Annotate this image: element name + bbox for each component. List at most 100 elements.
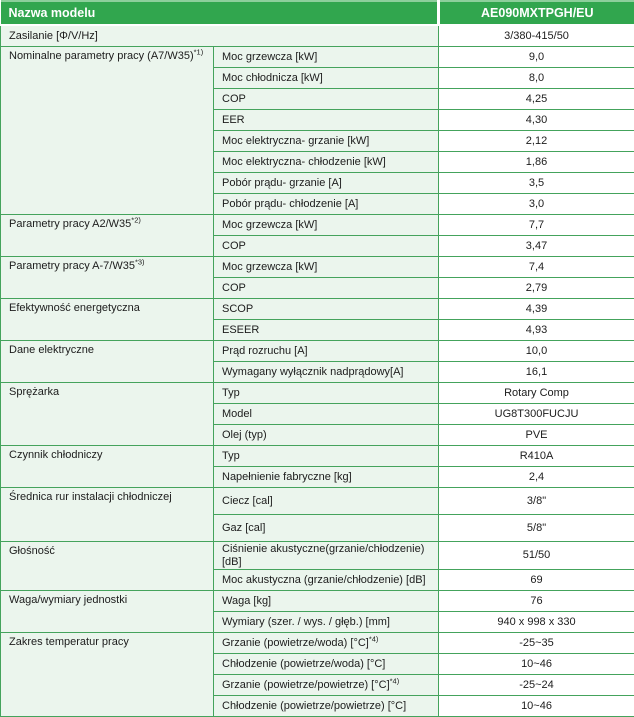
parameter-value-cell: 8,0 <box>439 68 634 89</box>
parameter-value-cell: -25~24 <box>439 675 634 696</box>
table-row: Parametry pracy A2/W35*2)Moc grzewcza [k… <box>1 215 634 236</box>
model-name-header: Nazwa modelu <box>1 1 439 25</box>
parameter-label: EER <box>222 114 245 126</box>
parameter-label-cell: Moc elektryczna- chłodzenie [kW] <box>214 152 439 173</box>
parameter-label-cell: Chłodzenie (powietrze/powietrze) [°C] <box>214 696 439 717</box>
group-label-cell: Średnica rur instalacji chłodniczej <box>1 488 214 542</box>
footnote-marker: *4) <box>390 676 400 685</box>
parameter-label-cell: Moc chłodnicza [kW] <box>214 68 439 89</box>
parameter-label: Moc grzewcza [kW] <box>222 219 317 231</box>
parameter-label: COP <box>222 93 246 105</box>
parameter-label: Moc akustyczna (grzanie/chłodzenie) [dB] <box>222 574 426 586</box>
parameter-value-cell: 2,12 <box>439 131 634 152</box>
parameter-label-cell: Moc elektryczna- grzanie [kW] <box>214 131 439 152</box>
parameter-value-cell: 4,30 <box>439 110 634 131</box>
table-row: Czynnik chłodniczy Typ R410A <box>1 446 634 467</box>
parameter-label: Moc grzewcza [kW] <box>222 261 317 273</box>
group-label-cell: Parametry pracy A2/W35*2) <box>1 215 214 257</box>
parameter-label: Ciecz [cal] <box>222 495 273 507</box>
group-label: Dane elektryczne <box>9 344 94 356</box>
parameter-label: Typ <box>222 450 240 462</box>
parameter-label-cell: Olej (typ) <box>214 425 439 446</box>
parameter-value-cell: 7,4 <box>439 257 634 278</box>
parameter-label-cell: EER <box>214 110 439 131</box>
parameter-label-cell: Wymiary (szer. / wys. / głęb.) [mm] <box>214 612 439 633</box>
footnote-marker: *1) <box>194 47 204 56</box>
group-label-cell: Sprężarka <box>1 383 214 446</box>
parameter-value-cell: 10~46 <box>439 654 634 675</box>
parameter-value-cell: UG8T300FUCJU <box>439 404 634 425</box>
spec-table-body: Zasilanie [Φ/V/Hz] 3/380-415/50 Nominaln… <box>1 25 634 717</box>
parameter-value-cell: PVE <box>439 425 634 446</box>
parameter-value-cell: R410A <box>439 446 634 467</box>
parameter-label: Prąd rozruchu [A] <box>222 345 308 357</box>
parameter-label: Gaz [cal] <box>222 522 265 534</box>
group-label-cell: Efektywność energetyczna <box>1 299 214 341</box>
group-label-cell: Parametry pracy A-7/W35*3) <box>1 257 214 299</box>
parameter-label-cell: Moc akustyczna (grzanie/chłodzenie) [dB] <box>214 570 439 591</box>
parameter-label-cell: Ciśnienie akustyczne(grzanie/chłodzenie)… <box>214 542 439 570</box>
parameter-label-cell: SCOP <box>214 299 439 320</box>
parameter-value-cell: 7,7 <box>439 215 634 236</box>
parameter-label: Grzanie (powietrze/woda) [°C] <box>222 637 369 649</box>
spec-table-header: Nazwa modelu AE090MXTPGH/EU <box>1 1 634 25</box>
model-number-header: AE090MXTPGH/EU <box>439 1 634 25</box>
group-label: Głośność <box>9 545 55 557</box>
parameter-label: Ciśnienie akustyczne(grzanie/chłodzenie)… <box>222 543 424 568</box>
parameter-label-cell: Moc grzewcza [kW] <box>214 215 439 236</box>
parameter-label: Grzanie (powietrze/powietrze) [°C] <box>222 679 390 691</box>
parameter-label: COP <box>222 282 246 294</box>
header-row: Nazwa modelu AE090MXTPGH/EU <box>1 1 634 25</box>
parameter-label-cell: Typ <box>214 383 439 404</box>
parameter-value-cell: 10~46 <box>439 696 634 717</box>
parameter-value-cell: 1,86 <box>439 152 634 173</box>
parameter-value-cell: 51/50 <box>439 542 634 570</box>
parameter-value-cell: 3,47 <box>439 236 634 257</box>
parameter-value-cell: 3,0 <box>439 194 634 215</box>
group-label: Parametry pracy A2/W35 <box>9 218 131 230</box>
parameter-value-cell: 940 x 998 x 330 <box>439 612 634 633</box>
parameter-label-cell: Moc grzewcza [kW] <box>214 47 439 68</box>
group-label: Czynnik chłodniczy <box>9 449 103 461</box>
group-label: Waga/wymiary jednostki <box>9 594 127 606</box>
parameter-label: Typ <box>222 387 240 399</box>
parameter-label: Moc elektryczna- grzanie [kW] <box>222 135 369 147</box>
power-supply-value: 3/380-415/50 <box>439 25 634 47</box>
group-label: Zakres temperatur pracy <box>9 636 129 648</box>
parameter-label-cell: Model <box>214 404 439 425</box>
group-label: Nominalne parametry pracy (A7/W35) <box>9 50 194 62</box>
parameter-label-cell: Pobór prądu- chłodzenie [A] <box>214 194 439 215</box>
parameter-label-cell: Gaz [cal] <box>214 515 439 542</box>
group-label-cell: Waga/wymiary jednostki <box>1 591 214 633</box>
parameter-label: ESEER <box>222 324 259 336</box>
parameter-label-cell: Pobór prądu- grzanie [A] <box>214 173 439 194</box>
group-label: Sprężarka <box>9 386 59 398</box>
group-label-cell: Czynnik chłodniczy <box>1 446 214 488</box>
parameter-label: Napełnienie fabryczne [kg] <box>222 471 352 483</box>
parameter-label: Pobór prądu- grzanie [A] <box>222 177 342 189</box>
table-row: Nominalne parametry pracy (A7/W35)*1) Moc… <box>1 47 634 68</box>
footnote-marker: *3) <box>135 257 145 266</box>
parameter-label-cell: Moc grzewcza [kW] <box>214 257 439 278</box>
table-row: Parametry pracy A-7/W35*3)Moc grzewcza [… <box>1 257 634 278</box>
parameter-label-cell: Wymagany wyłącznik nadprądowy[A] <box>214 362 439 383</box>
parameter-label: Model <box>222 408 252 420</box>
group-label-cell: Zakres temperatur pracy <box>1 633 214 717</box>
parameter-label: Chłodzenie (powietrze/woda) [°C] <box>222 658 385 670</box>
parameter-label: Pobór prądu- chłodzenie [A] <box>222 198 358 210</box>
parameter-value-cell: 16,1 <box>439 362 634 383</box>
table-row: Zakres temperatur pracy Grzanie (powietrz… <box>1 633 634 654</box>
table-row: Zasilanie [Φ/V/Hz] 3/380-415/50 <box>1 25 634 47</box>
parameter-label: Chłodzenie (powietrze/powietrze) [°C] <box>222 700 406 712</box>
group-label: Efektywność energetyczna <box>9 302 140 314</box>
parameter-label: Moc grzewcza [kW] <box>222 51 317 63</box>
parameter-value-cell: 4,25 <box>439 89 634 110</box>
parameter-label-cell: Waga [kg] <box>214 591 439 612</box>
parameter-label: Wymiary (szer. / wys. / głęb.) [mm] <box>222 616 390 628</box>
